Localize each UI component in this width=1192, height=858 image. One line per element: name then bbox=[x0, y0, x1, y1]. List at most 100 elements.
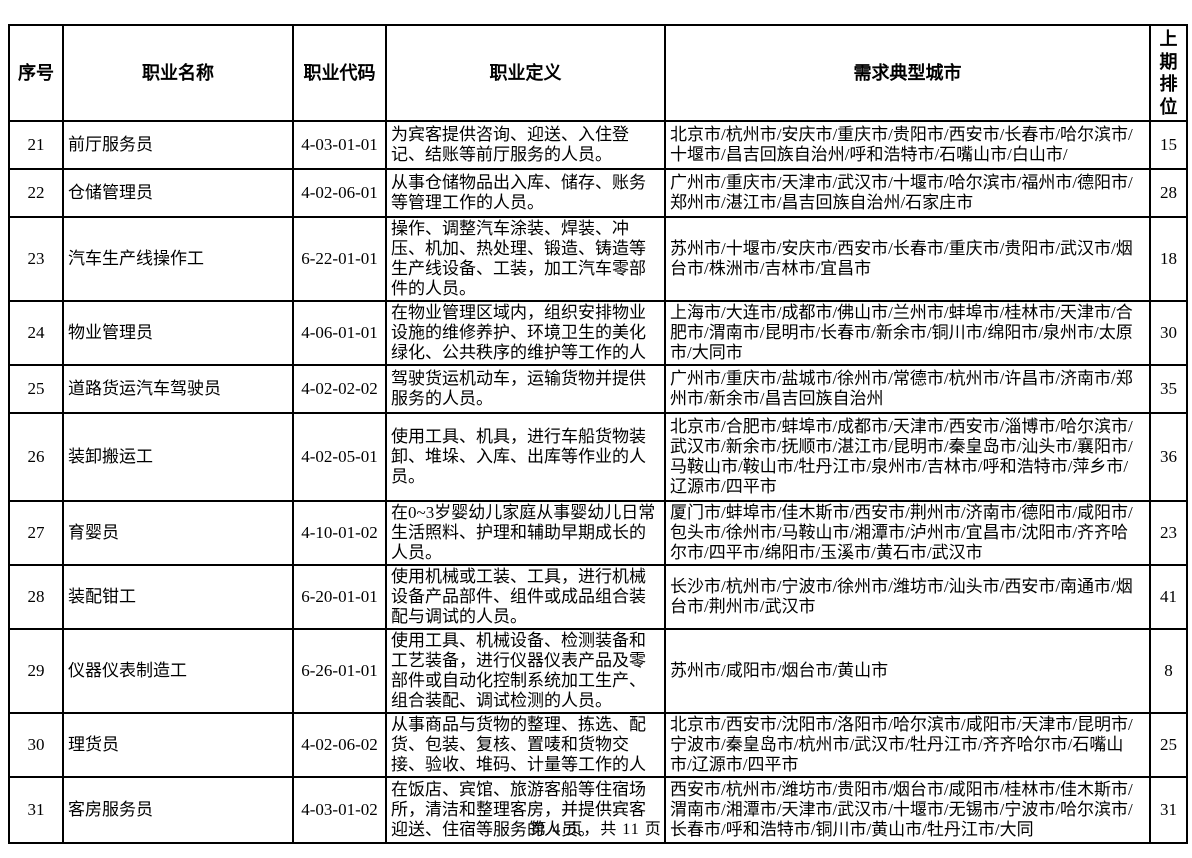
occupation-code-cell: 6-26-01-01 bbox=[292, 628, 387, 714]
occupation-code-cell: 4-02-06-02 bbox=[292, 712, 387, 778]
row-index: 31 bbox=[27, 800, 45, 819]
occupation-name: 前厅服务员 bbox=[68, 135, 153, 154]
row-index: 23 bbox=[27, 249, 45, 268]
previous-rank-cell: 15 bbox=[1149, 120, 1188, 170]
occupation-code: 4-03-01-02 bbox=[301, 800, 378, 819]
previous-rank: 25 bbox=[1160, 735, 1177, 754]
demand-cities-cell: 广州市/重庆市/盐城市/徐州市/常德市/杭州市/许昌市/济南市/郑州市/新余市/… bbox=[664, 364, 1151, 414]
occupation-code: 4-02-02-02 bbox=[301, 379, 378, 398]
header-row: 序号 职业名称 职业代码 职业定义 需求典型城市 上期 排位 bbox=[8, 24, 1188, 122]
row-index-cell: 30 bbox=[8, 712, 64, 778]
previous-rank: 23 bbox=[1160, 523, 1177, 542]
previous-rank: 35 bbox=[1160, 379, 1177, 398]
row-index: 24 bbox=[27, 323, 45, 342]
table-row: 21 前厅服务员 4-03-01-01 为宾客提供咨询、迎送、入住登记、结账等前… bbox=[8, 120, 1188, 170]
occupation-name-cell: 汽车生产线操作工 bbox=[62, 216, 294, 302]
row-index: 27 bbox=[27, 523, 45, 542]
occupation-definition-cell: 在物业管理区域内，组织安排物业设施的维修养护、环境卫生的美化绿化、公共秩序的维护… bbox=[385, 300, 666, 366]
previous-rank-cell: 36 bbox=[1149, 412, 1188, 502]
occupation-code: 4-10-01-02 bbox=[301, 523, 378, 542]
occupation-name-cell: 客房服务员 bbox=[62, 776, 294, 844]
previous-rank-cell: 28 bbox=[1149, 168, 1188, 218]
occupation-definition: 在0~3岁婴幼儿家庭从事婴幼儿日常生活照料、护理和辅助早期成长的人员。 bbox=[391, 503, 656, 562]
demand-cities: 广州市/重庆市/天津市/武汉市/十堰市/哈尔滨市/福州市/德阳市/郑州市/湛江市… bbox=[670, 173, 1133, 212]
demand-cities-cell: 北京市/杭州市/安庆市/重庆市/贵阳市/西安市/长春市/哈尔滨市/十堰市/昌吉回… bbox=[664, 120, 1151, 170]
previous-rank-cell: 25 bbox=[1149, 712, 1188, 778]
occupation-definition: 从事商品与货物的整理、拣选、配货、包装、复核、置唛和货物交接、验收、堆码、计量等… bbox=[391, 715, 646, 774]
table-row: 31 客房服务员 4-03-01-02 在饭店、宾馆、旅游客船等住宿场所，清洁和… bbox=[8, 776, 1188, 844]
previous-rank-cell: 35 bbox=[1149, 364, 1188, 414]
column-header-occupation-name: 职业名称 bbox=[62, 24, 294, 122]
row-index-cell: 21 bbox=[8, 120, 64, 170]
occupation-definition: 从事仓储物品出入库、储存、账务等管理工作的人员。 bbox=[391, 173, 646, 212]
occupation-code-cell: 4-10-01-02 bbox=[292, 500, 387, 566]
occupation-name-cell: 物业管理员 bbox=[62, 300, 294, 366]
table-row: 27 育婴员 4-10-01-02 在0~3岁婴幼儿家庭从事婴幼儿日常生活照料、… bbox=[8, 500, 1188, 566]
occupation-name-cell: 育婴员 bbox=[62, 500, 294, 566]
occupation-definition: 驾驶货运机动车，运输货物并提供服务的人员。 bbox=[391, 369, 646, 408]
previous-rank: 41 bbox=[1160, 587, 1177, 606]
occupation-table: 序号 职业名称 职业代码 职业定义 需求典型城市 上期 排位 21 前厅服务员 … bbox=[8, 24, 1188, 844]
previous-rank: 15 bbox=[1160, 135, 1177, 154]
occupation-name: 汽车生产线操作工 bbox=[68, 249, 204, 268]
table-row: 28 装配钳工 6-20-01-01 使用机械或工装、工具，进行机械设备产品部件… bbox=[8, 564, 1188, 630]
occupation-definition: 使用工具、机械设备、检测装备和工艺装备，进行仪器仪表产品及零部件或自动化控制系统… bbox=[391, 631, 646, 710]
occupation-definition: 在物业管理区域内，组织安排物业设施的维修养护、环境卫生的美化绿化、公共秩序的维护… bbox=[391, 303, 646, 362]
occupation-name-cell: 前厅服务员 bbox=[62, 120, 294, 170]
demand-cities: 长沙市/杭州市/宁波市/徐州市/潍坊市/汕头市/西安市/南通市/烟台市/荆州市/… bbox=[670, 577, 1133, 616]
occupation-name-cell: 仓储管理员 bbox=[62, 168, 294, 218]
demand-cities-cell: 苏州市/十堰市/安庆市/西安市/长春市/重庆市/贵阳市/武汉市/烟台市/株洲市/… bbox=[664, 216, 1151, 302]
occupation-code: 6-22-01-01 bbox=[301, 249, 378, 268]
occupation-code: 6-20-01-01 bbox=[301, 587, 378, 606]
occupation-definition: 在饭店、宾馆、旅游客船等住宿场所，清洁和整理客房，并提供宾客迎送、住宿等服务的人… bbox=[391, 780, 646, 839]
column-header-occupation-code: 职业代码 bbox=[292, 24, 387, 122]
row-index: 28 bbox=[27, 587, 45, 606]
occupation-name: 道路货运汽车驾驶员 bbox=[68, 379, 221, 398]
table-row: 23 汽车生产线操作工 6-22-01-01 操作、调整汽车涂装、焊装、冲压、机… bbox=[8, 216, 1188, 302]
occupation-code-cell: 4-02-05-01 bbox=[292, 412, 387, 502]
occupation-name: 仪器仪表制造工 bbox=[68, 661, 187, 680]
column-header-index: 序号 bbox=[8, 24, 64, 122]
demand-cities: 厦门市/蚌埠市/佳木斯市/西安市/荆州市/济南市/德阳市/咸阳市/包头市/徐州市… bbox=[670, 503, 1133, 562]
occupation-code-cell: 4-03-01-01 bbox=[292, 120, 387, 170]
row-index: 25 bbox=[27, 379, 45, 398]
row-index-cell: 26 bbox=[8, 412, 64, 502]
page-footer: 第 4 页，共 11 页 bbox=[530, 821, 662, 838]
previous-rank-cell: 41 bbox=[1149, 564, 1188, 630]
table-row: 26 装卸搬运工 4-02-05-01 使用工具、机具，进行车船货物装卸、堆垛、… bbox=[8, 412, 1188, 502]
previous-rank: 36 bbox=[1160, 447, 1177, 466]
occupation-code: 6-26-01-01 bbox=[301, 661, 378, 680]
occupation-definition-cell: 驾驶货运机动车，运输货物并提供服务的人员。 bbox=[385, 364, 666, 414]
demand-cities: 北京市/西安市/沈阳市/洛阳市/哈尔滨市/咸阳市/天津市/昆明市/宁波市/秦皇岛… bbox=[670, 715, 1133, 774]
column-header-demand-cities: 需求典型城市 bbox=[664, 24, 1151, 122]
table-row: 30 理货员 4-02-06-02 从事商品与货物的整理、拣选、配货、包装、复核… bbox=[8, 712, 1188, 778]
row-index-cell: 25 bbox=[8, 364, 64, 414]
previous-rank: 8 bbox=[1164, 661, 1173, 680]
row-index-cell: 24 bbox=[8, 300, 64, 366]
demand-cities-cell: 广州市/重庆市/天津市/武汉市/十堰市/哈尔滨市/福州市/德阳市/郑州市/湛江市… bbox=[664, 168, 1151, 218]
row-index-cell: 27 bbox=[8, 500, 64, 566]
demand-cities: 苏州市/咸阳市/烟台市/黄山市 bbox=[670, 661, 889, 680]
occupation-definition-cell: 从事商品与货物的整理、拣选、配货、包装、复核、置唛和货物交接、验收、堆码、计量等… bbox=[385, 712, 666, 778]
demand-cities: 苏州市/十堰市/安庆市/西安市/长春市/重庆市/贵阳市/武汉市/烟台市/株洲市/… bbox=[670, 239, 1133, 278]
demand-cities-cell: 长沙市/杭州市/宁波市/徐州市/潍坊市/汕头市/西安市/南通市/烟台市/荆州市/… bbox=[664, 564, 1151, 630]
row-index-cell: 29 bbox=[8, 628, 64, 714]
occupation-name: 装配钳工 bbox=[68, 587, 136, 606]
occupation-code: 4-02-05-01 bbox=[301, 447, 378, 466]
occupation-code: 4-03-01-01 bbox=[301, 135, 378, 154]
occupation-definition-cell: 从事仓储物品出入库、储存、账务等管理工作的人员。 bbox=[385, 168, 666, 218]
demand-cities-cell: 苏州市/咸阳市/烟台市/黄山市 bbox=[664, 628, 1151, 714]
occupation-name: 仓储管理员 bbox=[68, 183, 153, 202]
demand-cities: 北京市/杭州市/安庆市/重庆市/贵阳市/西安市/长春市/哈尔滨市/十堰市/昌吉回… bbox=[670, 125, 1133, 164]
occupation-definition: 为宾客提供咨询、迎送、入住登记、结账等前厅服务的人员。 bbox=[391, 125, 629, 164]
table-row: 29 仪器仪表制造工 6-26-01-01 使用工具、机械设备、检测装备和工艺装… bbox=[8, 628, 1188, 714]
previous-rank-cell: 30 bbox=[1149, 300, 1188, 366]
occupation-definition-cell: 使用工具、机械设备、检测装备和工艺装备，进行仪器仪表产品及零部件或自动化控制系统… bbox=[385, 628, 666, 714]
row-index-cell: 31 bbox=[8, 776, 64, 844]
occupation-code-cell: 4-03-01-02 bbox=[292, 776, 387, 844]
previous-rank-cell: 8 bbox=[1149, 628, 1188, 714]
previous-rank-cell: 23 bbox=[1149, 500, 1188, 566]
occupation-code: 4-02-06-02 bbox=[301, 735, 378, 754]
previous-rank-cell: 31 bbox=[1149, 776, 1188, 844]
